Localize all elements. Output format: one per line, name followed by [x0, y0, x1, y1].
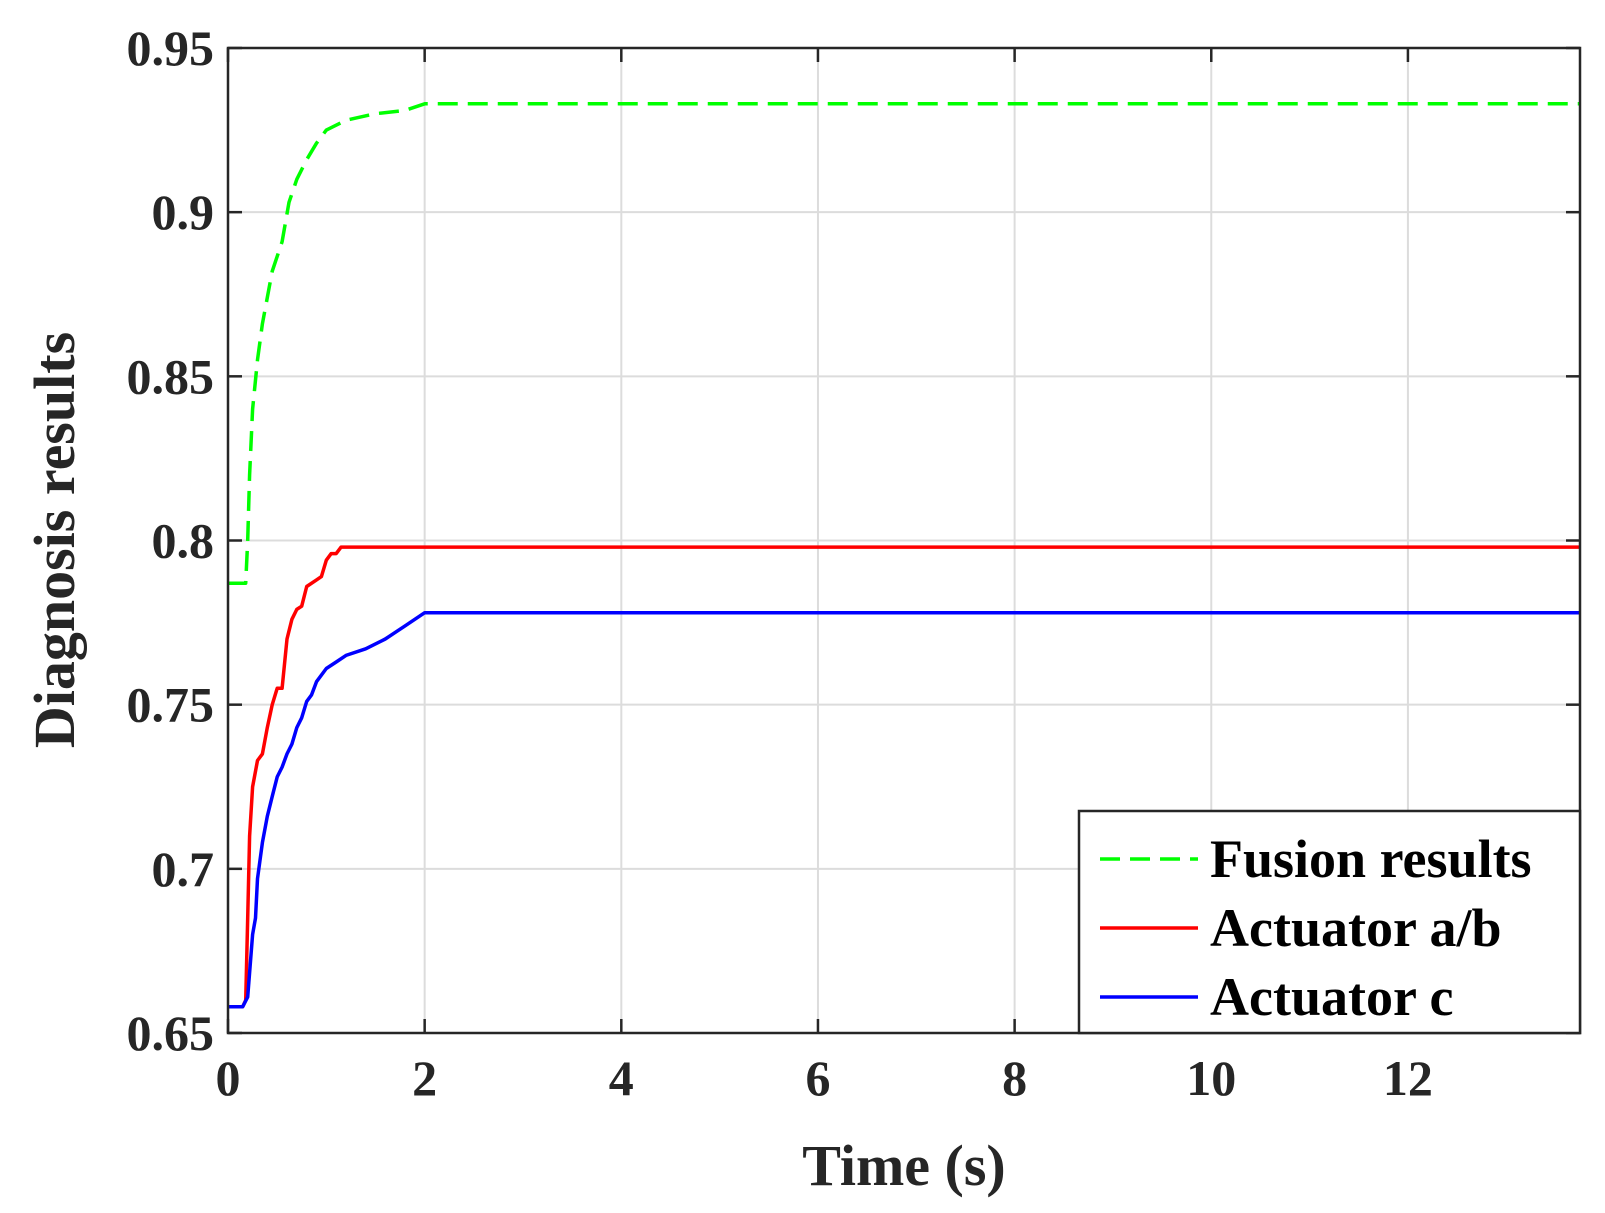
y-tick-label: 0.65 [127, 1005, 215, 1061]
series-line-fusion-results [228, 102, 1580, 585]
legend-label-fusion-results: Fusion results [1210, 829, 1532, 889]
y-axis-label: Diagnosis results [22, 332, 87, 748]
plot-lines [228, 102, 1580, 1009]
y-tick-label: 0.85 [127, 348, 215, 404]
x-tick-label: 6 [805, 1050, 830, 1106]
legend-label-actuator-c: Actuator c [1210, 967, 1453, 1027]
legend: Fusion results Actuator a/b Actuator c [1077, 809, 1582, 1035]
x-tick-label: 2 [412, 1050, 437, 1106]
x-tick-label: 10 [1186, 1050, 1236, 1106]
y-tick-label: 0.95 [127, 20, 215, 76]
x-tick-label: 0 [216, 1050, 241, 1106]
y-tick-label: 0.75 [127, 677, 215, 733]
ticks: 0 2 4 6 8 10 12 0.65 0.7 0.75 0.8 0.85 0.9 0.95 [127, 20, 1580, 1106]
series-line-actuator-c [228, 610, 1580, 1009]
y-tick-label: 0.7 [152, 841, 215, 897]
x-tick-label: 8 [1002, 1050, 1027, 1106]
x-axis-label: Time (s) [802, 1133, 1006, 1198]
y-tick-label: 0.8 [152, 513, 215, 569]
series-line-actuator-a-b [228, 545, 1580, 1009]
y-tick-label: 0.9 [152, 184, 215, 240]
x-tick-label: 4 [609, 1050, 634, 1106]
legend-label-actuator-a-b: Actuator a/b [1210, 898, 1502, 958]
x-tick-label: 12 [1383, 1050, 1433, 1106]
